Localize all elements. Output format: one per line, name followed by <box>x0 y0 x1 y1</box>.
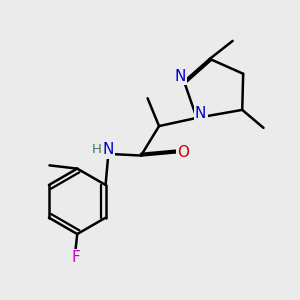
Text: O: O <box>177 145 189 160</box>
Text: N: N <box>103 142 114 158</box>
Text: F: F <box>71 250 80 266</box>
Text: H: H <box>92 143 102 157</box>
Text: N: N <box>175 69 186 84</box>
Text: N: N <box>195 106 206 121</box>
